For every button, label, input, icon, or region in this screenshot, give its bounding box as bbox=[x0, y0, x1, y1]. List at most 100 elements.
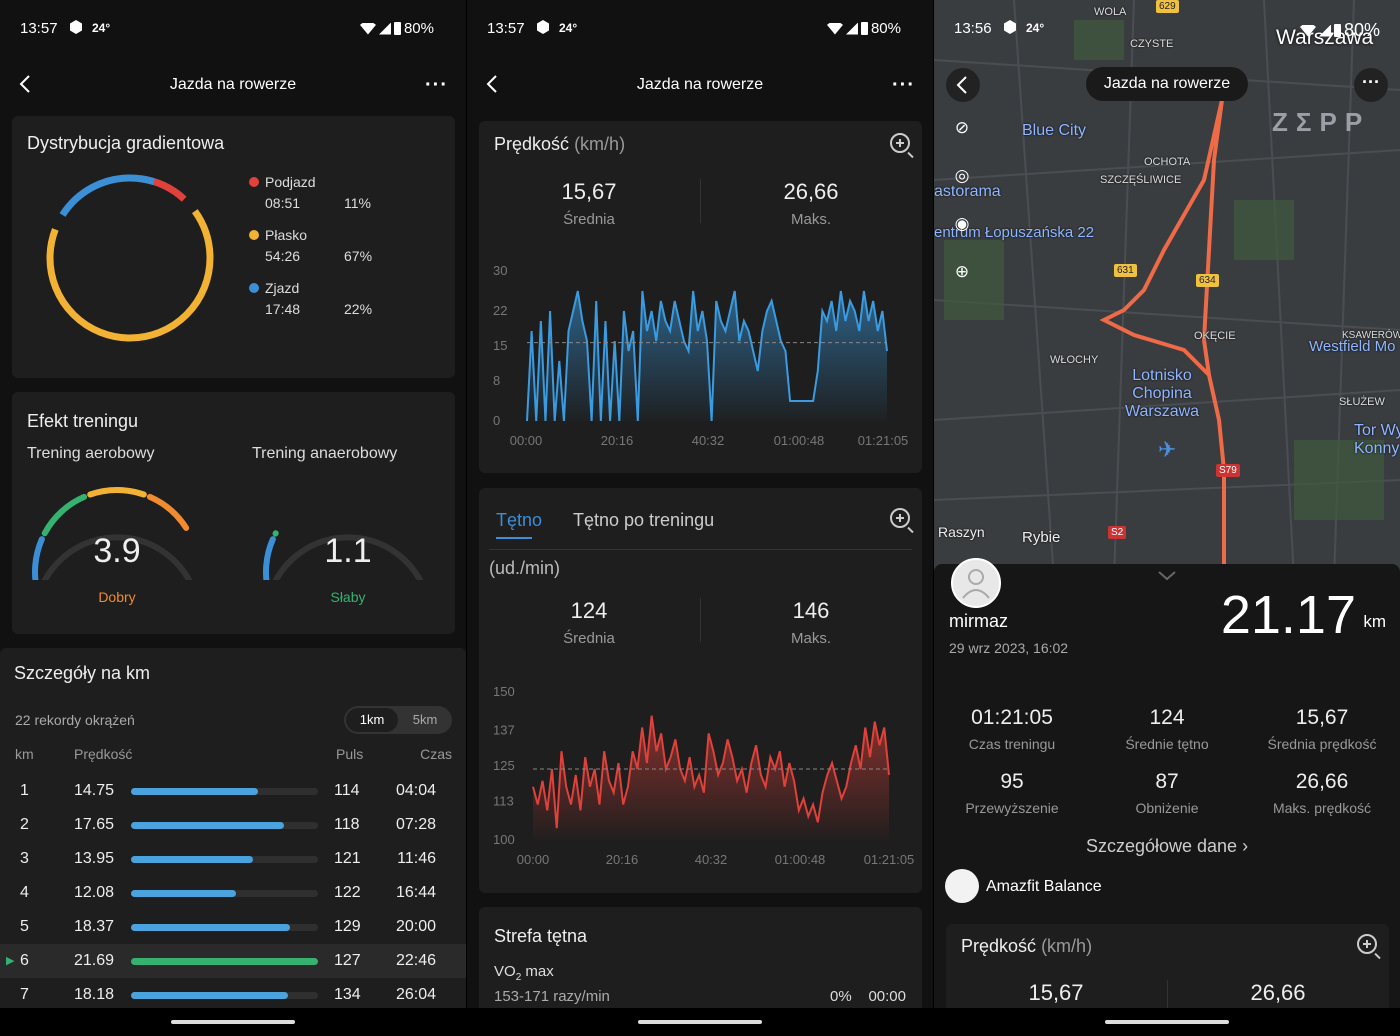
km-speed: 18.37 bbox=[74, 918, 115, 935]
zoom-in-icon[interactable] bbox=[890, 508, 910, 528]
zoom-in-icon[interactable] bbox=[890, 133, 910, 153]
km-pulse: 134 bbox=[334, 986, 361, 1003]
km-pulse: 121 bbox=[334, 850, 361, 867]
km-speed: 18.18 bbox=[74, 986, 115, 1003]
status-bar: 13:56 24° bbox=[934, 0, 1400, 56]
gauge-track bbox=[41, 534, 193, 580]
col-header-km: km bbox=[15, 746, 34, 762]
gauge-fill-0 bbox=[32, 536, 45, 580]
stat-value: 95 bbox=[1000, 770, 1024, 793]
gradient-donut-chart bbox=[46, 174, 214, 342]
map-place-label: Blue City bbox=[1022, 122, 1087, 139]
home-indicator[interactable] bbox=[171, 1020, 295, 1024]
km-row[interactable]: 3 13.95 121 11:46 bbox=[0, 842, 466, 876]
chevron-right-icon: › bbox=[1242, 836, 1249, 856]
screen-workout-charts: 13:57 24° 80% Jazda na rowerze ··· Prędk… bbox=[467, 0, 933, 1036]
hr-zone-card: Strefa tętna VO2 max 153-171 razy/min 0%… bbox=[479, 907, 922, 1017]
map-place-label: SZCZĘŚLIWICE bbox=[1100, 174, 1182, 186]
km-row[interactable]: 7 18.18 134 26:04 bbox=[0, 978, 466, 1012]
summary-stat: 01:21:05 Czas treningu bbox=[937, 706, 1087, 752]
y-tick-label: 15 bbox=[493, 338, 507, 353]
map-place-label: Westfield Mo bbox=[1309, 338, 1396, 355]
username: mirmaz bbox=[949, 611, 1008, 631]
home-indicator[interactable] bbox=[1105, 1020, 1229, 1024]
km-number: 3 bbox=[20, 850, 29, 867]
heart-rate-card: Tętno Tętno po treningu (ud./min) 124 Śre… bbox=[479, 488, 922, 893]
active-tab-indicator bbox=[496, 537, 532, 539]
km-time: 16:44 bbox=[395, 884, 436, 901]
y-tick-label: 0 bbox=[493, 413, 500, 428]
zone-time: 00:00 bbox=[868, 988, 906, 1005]
more-options-icon[interactable]: ··· bbox=[892, 74, 915, 96]
back-arrow-icon[interactable] bbox=[16, 73, 36, 95]
km-row[interactable]: 1 14.75 114 04:04 bbox=[0, 774, 466, 808]
max-speed-value: 26,66 bbox=[783, 179, 839, 204]
back-button[interactable] bbox=[946, 68, 980, 102]
legend-time: 17:48 bbox=[265, 301, 301, 317]
series-line bbox=[526, 290, 888, 422]
y-tick-label: 113 bbox=[493, 794, 514, 809]
stat-label: Przewyższenie bbox=[965, 800, 1059, 816]
aerobic-gauge bbox=[32, 487, 193, 580]
summary-stat: 26,66 Maks. prędkość bbox=[1247, 770, 1397, 816]
tab-heart-rate[interactable]: Tętno bbox=[496, 510, 543, 530]
gesture-bar bbox=[467, 1008, 933, 1036]
km-speed: 17.65 bbox=[74, 816, 115, 833]
map-layer-icon[interactable]: ◎ bbox=[954, 166, 970, 185]
map-place-label: OCHOTA bbox=[1144, 156, 1191, 168]
zoom-in-icon[interactable] bbox=[1357, 934, 1377, 954]
zone-vo2-subscript: 2 bbox=[515, 972, 522, 983]
km-pulse: 114 bbox=[334, 782, 360, 799]
eye-icon[interactable]: ◉ bbox=[954, 214, 970, 233]
km-row[interactable]: ▶ 6 21.69 127 22:46 bbox=[0, 944, 466, 978]
km-number: 4 bbox=[20, 884, 29, 901]
map-title-pill: Jazda na rowerze bbox=[1086, 67, 1248, 101]
top-bar: Jazda na rowerze ··· bbox=[0, 60, 466, 110]
status-temperature: 24° bbox=[559, 21, 578, 35]
device-icon bbox=[945, 869, 979, 903]
tab-post-workout-heart-rate[interactable]: Tętno po treningu bbox=[573, 510, 715, 530]
screen-workout-map: WOLA CZYSTE Blue City OCHOTA SZCZĘŚLIWICE ast… bbox=[934, 0, 1400, 1036]
segment-5km[interactable]: 5km bbox=[412, 712, 438, 727]
x-tick-label: 00:00 bbox=[517, 852, 550, 867]
summary-panel: mirmaz 29 wrz 2023, 16:02 21.17 km 01:21… bbox=[934, 558, 1400, 1036]
legend-time: 08:51 bbox=[265, 195, 301, 211]
map-place-label: WOLA bbox=[1094, 6, 1127, 18]
card-title: Efekt treningu bbox=[27, 411, 139, 431]
speed-unit: (km/h) bbox=[574, 134, 626, 154]
gradient-legend-item: Zjazd bbox=[249, 280, 299, 296]
more-options-icon[interactable]: ··· bbox=[425, 74, 448, 96]
segment-1km[interactable]: 1km bbox=[346, 708, 398, 732]
avg-hr-label: Średnia bbox=[563, 630, 615, 647]
stat-value: 87 bbox=[1155, 770, 1179, 793]
speed-bar bbox=[131, 992, 318, 999]
card-title: Strefa tętna bbox=[494, 926, 588, 946]
distance-segmented-control: 1km 5km bbox=[344, 706, 452, 734]
map-place-label: astorama bbox=[934, 183, 1001, 200]
road-number-badge: S2 bbox=[1108, 526, 1127, 539]
hide-route-icon[interactable]: ⊘ bbox=[954, 118, 970, 137]
speed-bar bbox=[131, 788, 318, 795]
speed-bar-fill bbox=[131, 924, 290, 931]
detailed-data-link[interactable]: Szczegółowe dane › bbox=[934, 836, 1400, 857]
status-bar: 13:57 24° 80% bbox=[467, 0, 933, 56]
back-arrow-icon[interactable] bbox=[483, 73, 503, 95]
fastest-marker-icon: ▶ bbox=[6, 955, 15, 967]
km-number: 7 bbox=[20, 986, 29, 1003]
km-row[interactable]: 2 17.65 118 07:28 bbox=[0, 808, 466, 842]
speed-bar-fill bbox=[131, 788, 259, 795]
home-indicator[interactable] bbox=[638, 1020, 762, 1024]
km-row[interactable]: 4 12.08 122 16:44 bbox=[0, 876, 466, 910]
route-map[interactable]: WOLA CZYSTE Blue City OCHOTA SZCZĘŚLIWICE ast… bbox=[934, 0, 1400, 580]
avatar[interactable] bbox=[951, 558, 1001, 608]
km-time: 04:04 bbox=[395, 782, 436, 799]
stat-label: Średnia prędkość bbox=[1267, 736, 1377, 752]
more-options-icon[interactable]: ··· bbox=[1354, 68, 1388, 102]
x-tick-label: 20:16 bbox=[606, 852, 639, 867]
chevron-down-icon[interactable] bbox=[1158, 568, 1176, 581]
aerobic-value: 3.9 bbox=[93, 532, 141, 570]
locate-icon[interactable]: ⊕ bbox=[954, 262, 970, 281]
gauge-fill-1 bbox=[41, 493, 88, 537]
km-row[interactable]: 5 18.37 129 20:00 bbox=[0, 910, 466, 944]
